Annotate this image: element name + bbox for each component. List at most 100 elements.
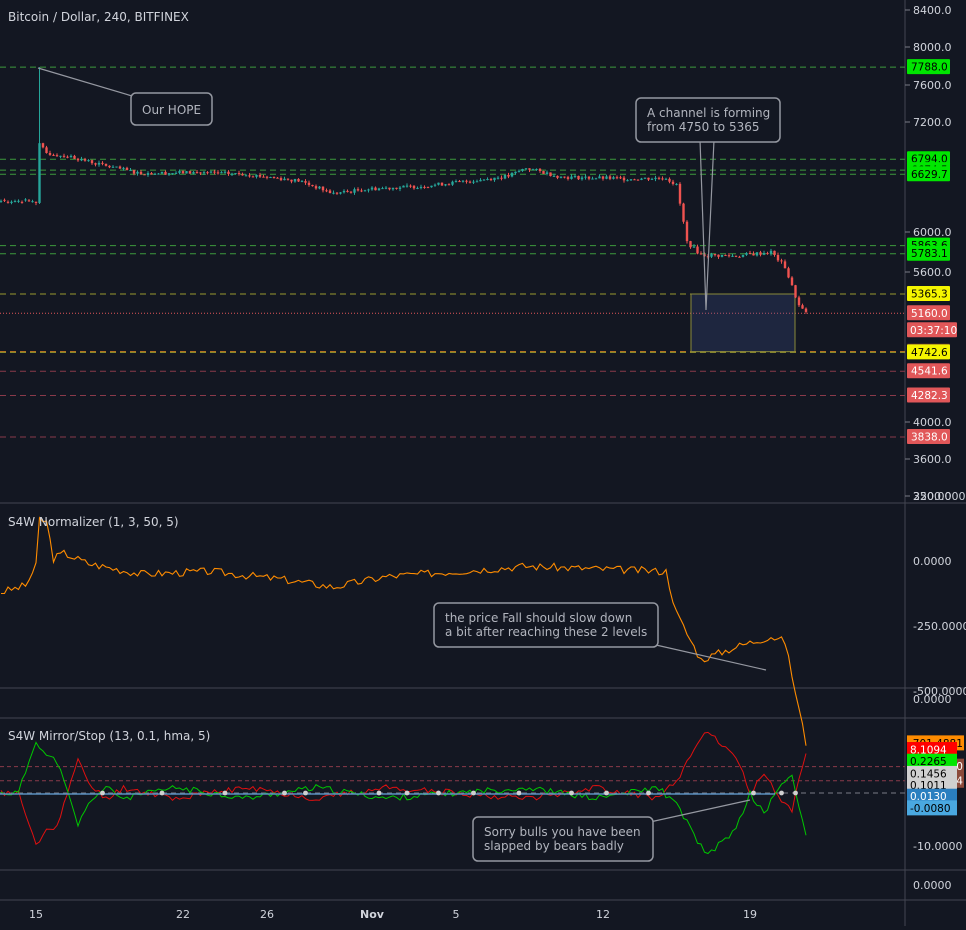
normalizer-title[interactable]: S4W Normalizer (1, 3, 50, 5) (8, 515, 179, 529)
candle-body (20, 201, 24, 203)
time-axis[interactable]: 15 22 26 Nov 5 12 19 (29, 908, 757, 921)
candle-body (482, 179, 486, 181)
candle-body (27, 200, 31, 202)
candle-body (349, 191, 353, 193)
candle-body (356, 189, 360, 191)
annotation-bulls-line1: Sorry bulls you have been (484, 825, 641, 839)
candle-body (769, 250, 773, 254)
time-axis-tick: Nov (360, 908, 385, 921)
candle-body (762, 253, 766, 255)
annotation-fall[interactable]: the price Fall should slow down a bit af… (433, 602, 767, 671)
time-axis-tick: 22 (176, 908, 190, 921)
price-axis[interactable]: 8400.0 8000.0 7600.0 7200.0 6000.0 5600.0 4000… (905, 4, 952, 503)
candle-body (759, 252, 762, 255)
mirror-cross-dot (303, 790, 308, 796)
channel-zone[interactable] (690, 293, 796, 353)
candle-body (76, 158, 80, 161)
candlestick-series[interactable] (0, 67, 808, 314)
price-level-label: 4541.6 (911, 366, 948, 378)
mirror-stop-pane[interactable]: 8.10940.22650.14560.10110.0130-0.0080-10… (0, 731, 962, 892)
symbol-title[interactable]: Bitcoin / Dollar, 240, BITFINEX (8, 10, 189, 24)
candle-body (279, 178, 283, 181)
candle-body (755, 252, 759, 256)
time-axis-tick: 5 (453, 908, 460, 921)
candle-body (202, 172, 206, 174)
candle-body (489, 179, 493, 181)
candle-body (472, 181, 475, 183)
mirror-cross-dot (436, 790, 441, 796)
price-axis-tick: 4000.0 (913, 416, 952, 429)
candle-body (258, 174, 262, 177)
annotation-hope[interactable]: Our HOPE (37, 67, 213, 126)
candle-body (34, 201, 38, 203)
candle-body (48, 152, 52, 155)
price-axis-tick: 5600.0 (913, 266, 952, 279)
candle-body (24, 199, 27, 201)
candle-body (612, 177, 615, 179)
candle-body (797, 297, 801, 306)
candle-body (101, 162, 104, 164)
candle-body (458, 181, 461, 183)
candle-body (363, 190, 367, 192)
price-level-label: 4742.6 (911, 347, 948, 359)
countdown-tag (907, 322, 957, 338)
normalizer-axis-tick: -500.0000 (913, 685, 966, 698)
annotation-bulls-line2: slapped by bears badly (484, 839, 624, 853)
countdown-label: 03:37:10 (910, 325, 957, 337)
mirror-value-label: 0.1456 (910, 768, 947, 780)
mirror-bottom-tick: 0.0000 (913, 879, 952, 892)
candle-body (426, 187, 430, 189)
mirror-cross-dot (604, 790, 609, 796)
candle-body (150, 173, 153, 175)
candle-body (734, 255, 738, 257)
candle-body (297, 178, 300, 182)
price-level-label: 7788.0 (911, 62, 948, 74)
price-level-tag (907, 344, 950, 360)
annotation-bulls[interactable]: Sorry bulls you have been slapped by bea… (472, 799, 751, 862)
candle-body (664, 178, 668, 180)
candle-body (440, 182, 444, 186)
candle-body (171, 173, 174, 175)
mirror-cross-dot (404, 790, 410, 796)
mirror-value-tag (907, 788, 957, 804)
candle-body (601, 176, 605, 179)
candle-body (59, 155, 62, 157)
candle-body (80, 159, 83, 161)
candle-body (465, 180, 468, 182)
price-level-tag (907, 363, 950, 379)
candle-body (605, 176, 608, 179)
candle-body (73, 155, 76, 159)
candle-body (38, 143, 41, 203)
candle-body (727, 255, 731, 257)
mirror-stop-title[interactable]: S4W Mirror/Stop (13, 0.1, hma, 5) (8, 729, 210, 743)
candle-body (780, 260, 783, 262)
candle-body (507, 174, 510, 177)
normalizer-axis-tick: -250.0000 (913, 620, 966, 633)
candle-body (293, 178, 297, 182)
price-axis-tick: 6000.0 (913, 226, 952, 239)
candle-body (321, 186, 325, 191)
candle-body (178, 171, 181, 173)
price-level-tag (907, 286, 950, 302)
candle-body (619, 177, 622, 179)
candle-body (108, 165, 111, 168)
candle-body (622, 177, 626, 181)
candle-body (209, 171, 213, 173)
mirror-cross-dot (376, 790, 382, 796)
candle-body (416, 187, 419, 189)
candle-body (265, 176, 269, 178)
mirror-axis-tick: -10.0000 (913, 840, 962, 853)
candle-body (374, 187, 377, 191)
channel-rectangle[interactable] (690, 293, 796, 353)
mirror-cross-dot (751, 790, 756, 796)
price-axis-tick: 8000.0 (913, 41, 952, 54)
candle-body (517, 170, 521, 172)
normalizer-axis-tick: 0.0000 (913, 555, 952, 568)
candle-body (52, 154, 55, 156)
candle-body (486, 179, 489, 181)
candle-body (682, 203, 685, 222)
price-level-tag (907, 428, 950, 444)
candle-body (773, 250, 776, 255)
candle-body (45, 147, 48, 153)
annotation-channel[interactable]: A channel is forming from 4750 to 5365 (635, 97, 781, 311)
